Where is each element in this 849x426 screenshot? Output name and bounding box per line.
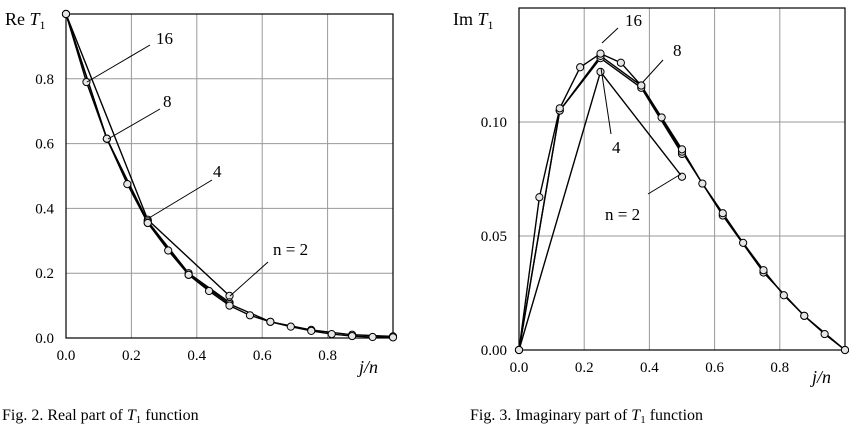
x-axis-title: j/n (810, 367, 831, 387)
x-axis-title: j/n (357, 357, 378, 377)
label-n2: n = 2 (273, 240, 308, 259)
data-point (204, 286, 214, 296)
data-point (800, 311, 809, 320)
leader-8 (107, 108, 161, 140)
data-point (718, 209, 727, 218)
data-point (286, 322, 295, 331)
data-point (535, 193, 544, 202)
leader-4 (600, 67, 612, 135)
x-tick-label: 0.2 (122, 348, 141, 364)
x-tick-label: 0.8 (770, 360, 789, 376)
data-point (184, 270, 193, 279)
series-line (65, 13, 230, 303)
data-point (307, 326, 316, 335)
data-point (759, 266, 768, 275)
data-point (820, 329, 829, 339)
data-point (739, 238, 748, 247)
leader-n2 (647, 173, 682, 195)
label-16: 16 (156, 29, 173, 48)
data-point (698, 179, 707, 188)
figure-caption: Fig. 2. Real part of T1 function (2, 407, 199, 426)
data-point (348, 331, 357, 341)
x-tick-label: 0.4 (640, 360, 659, 376)
data-point (840, 345, 849, 355)
series-line (518, 55, 846, 351)
data-point (61, 9, 71, 19)
data-point (225, 301, 234, 310)
x-tick-label: 0.0 (57, 348, 76, 364)
data-point (596, 49, 605, 58)
x-tick-labels: 0.0 0.2 0.4 0.6 0.8 (57, 348, 337, 364)
label-16: 16 (625, 11, 642, 30)
data-point (677, 172, 687, 181)
real-part-chart: 0.0 0.2 0.4 0.6 0.8 0.0 0.2 0.4 0.6 0.8 16 8 4 n… (2, 9, 398, 426)
data-point (779, 291, 788, 300)
y-tick-label: 0.00 (481, 343, 507, 359)
figure-caption: Fig. 3. Imaginary part of T1 function (470, 407, 703, 426)
label-n2: n = 2 (605, 205, 640, 224)
leader-8 (642, 59, 664, 83)
series-line (65, 13, 394, 339)
y-tick-label: 0.0 (35, 331, 54, 347)
y-tick-labels: 0.0 0.2 0.4 0.6 0.8 (35, 72, 54, 347)
data-point (123, 180, 132, 189)
data-point (596, 67, 605, 76)
series-group (61, 9, 398, 342)
y-tick-labels: 0.00 0.05 0.10 (481, 115, 507, 359)
data-point (514, 345, 524, 355)
data-point (102, 134, 111, 143)
imaginary-part-chart: 0.0 0.2 0.4 0.6 0.8 0.00 0.05 0.10 16 8 4 n = … (453, 7, 849, 426)
data-point (637, 81, 646, 90)
data-point (266, 317, 275, 326)
leader-4 (148, 179, 213, 219)
y-axis-title: Im T1 (453, 9, 494, 32)
plot-frame (65, 13, 394, 339)
label-8: 8 (673, 41, 682, 60)
data-point (576, 63, 585, 72)
x-tick-label: 0.6 (253, 348, 272, 364)
series-group (514, 49, 849, 355)
data-point (327, 330, 336, 339)
data-point (555, 104, 564, 113)
y-tick-label: 0.05 (481, 229, 507, 245)
y-tick-label: 0.8 (35, 72, 54, 88)
x-tick-label: 0.2 (575, 360, 594, 376)
data-point (143, 218, 152, 228)
leader-16 (601, 27, 619, 44)
label-4: 4 (213, 162, 222, 181)
x-tick-label: 0.4 (187, 348, 206, 364)
plot-frame (518, 7, 846, 351)
data-point (368, 332, 377, 342)
grid (65, 13, 394, 339)
leader-16 (86, 44, 151, 83)
series-line (65, 13, 394, 338)
data-point (245, 311, 255, 320)
x-tick-label: 0.8 (318, 348, 337, 364)
y-axis-title: Re T1 (5, 9, 46, 32)
y-tick-label: 0.2 (35, 266, 54, 282)
y-tick-label: 0.6 (35, 137, 54, 153)
y-tick-label: 0.4 (35, 201, 54, 217)
label-8: 8 (163, 92, 172, 111)
series-line (65, 13, 230, 297)
data-point (616, 58, 625, 67)
label-4: 4 (612, 138, 621, 157)
data-point (388, 333, 398, 342)
data-point (677, 145, 687, 154)
series-line (518, 52, 846, 351)
leader-n2 (229, 261, 269, 297)
x-tick-label: 0.6 (705, 360, 724, 376)
x-tick-label: 0.0 (510, 360, 529, 376)
x-tick-labels: 0.0 0.2 0.4 0.6 0.8 (510, 360, 790, 376)
data-point (82, 77, 91, 87)
data-point (164, 246, 173, 255)
y-tick-label: 0.10 (481, 115, 507, 131)
data-point (657, 113, 666, 122)
